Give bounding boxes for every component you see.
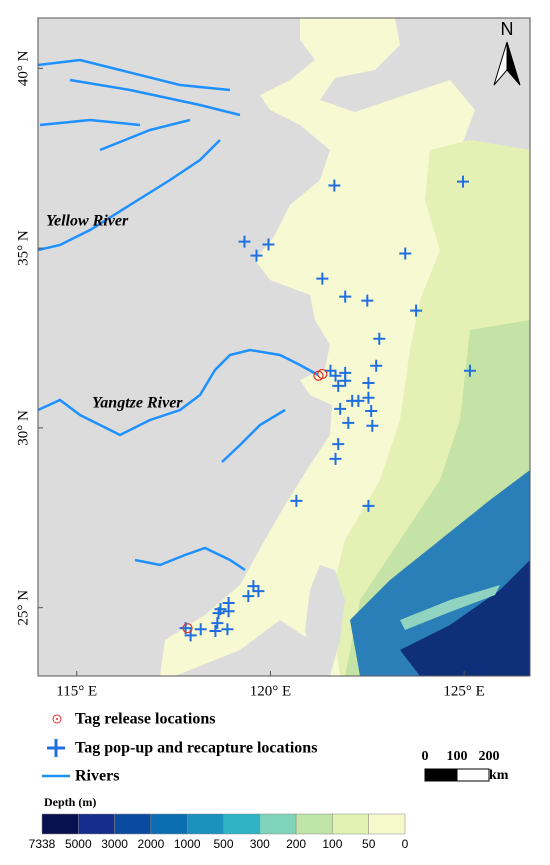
depth-swatch: [114, 813, 152, 835]
tag-location: [328, 179, 341, 192]
legend: Tag release locations Tag pop-up and rec…: [42, 711, 509, 809]
depth-swatch: [186, 813, 224, 835]
y-tick-label: 30° N: [15, 410, 31, 446]
y-tick-label: 35° N: [15, 230, 31, 266]
tag-location: [399, 247, 412, 260]
north-label: N: [501, 19, 514, 39]
tag-location: [373, 332, 386, 345]
tag-location: [324, 364, 337, 377]
tag-location: [334, 402, 347, 415]
scale-unit: km: [489, 768, 509, 783]
river: [38, 58, 241, 152]
taiwan: [305, 565, 345, 676]
depth-label: 200: [286, 837, 306, 851]
basemap: [38, 18, 530, 676]
depth-label: 3000: [101, 837, 128, 851]
tag-location: [262, 238, 275, 251]
rivers: [38, 58, 319, 572]
tag-location: [370, 359, 383, 372]
depth-label: 100: [322, 837, 342, 851]
river: [221, 408, 286, 463]
tag-location: [463, 364, 476, 377]
scale-label: 200: [479, 749, 500, 764]
tag-location: [222, 605, 235, 618]
tag-location: [316, 272, 329, 285]
tag-location: [365, 405, 378, 418]
scale-segment: [456, 768, 490, 782]
legend-release-symbol: [52, 714, 62, 724]
tag-location: [290, 494, 303, 507]
legend-release-symbol: [56, 718, 58, 720]
river: [38, 139, 221, 252]
depth-swatch: [150, 813, 188, 835]
x-tick-label: 125° E: [443, 683, 484, 699]
tag-location: [352, 394, 365, 407]
depth-swatch: [368, 813, 406, 835]
tag-location: [342, 416, 355, 429]
depth-label: 2000: [138, 837, 165, 851]
tag-location: [339, 366, 352, 379]
north-arrow: N: [493, 19, 521, 86]
tag-location: [362, 391, 375, 404]
tag-location: [456, 175, 469, 188]
depth-swatch: [78, 813, 115, 835]
sea-ridge: [400, 585, 500, 630]
depth-label: 5000: [65, 837, 92, 851]
tag-location: [362, 376, 375, 389]
tag-location: [366, 419, 379, 432]
tag-location: [410, 304, 423, 317]
x-tick-label: 120° E: [250, 683, 291, 699]
tag-location: [242, 590, 255, 603]
river-label: Yangtze River: [92, 395, 183, 412]
x-tick-label: 115° E: [56, 683, 97, 699]
tag-location: [209, 625, 222, 638]
tag-location: [211, 617, 224, 630]
depth-label: 300: [250, 837, 270, 851]
sea-trench: [400, 560, 530, 676]
river: [134, 546, 246, 572]
scale-label: 0: [422, 749, 429, 764]
depth-label: 0: [402, 837, 409, 851]
tag-location: [194, 623, 207, 636]
tag-release: [317, 368, 328, 380]
tag-location: [212, 607, 225, 620]
tag-location: [332, 379, 345, 392]
depth-label: 7338: [29, 837, 56, 851]
tag-location: [247, 580, 260, 593]
tag-location: [238, 235, 251, 248]
tag-location: [339, 290, 352, 303]
arrow: [506, 41, 521, 86]
depth-label: 500: [213, 837, 233, 851]
y-tick-label: 25° N: [15, 590, 31, 626]
depth-swatch: [259, 813, 297, 835]
tag-release: [182, 623, 193, 634]
legend-label: Tag pop-up and recapture locations: [75, 740, 317, 757]
scale-segment: [424, 768, 458, 782]
depth-swatch: [223, 813, 261, 835]
legend-tag-symbol: [47, 739, 65, 757]
tag-location: [252, 585, 265, 598]
y-tick-label: 40° N: [15, 50, 31, 86]
tag-location: [361, 294, 374, 307]
river: [38, 348, 319, 437]
depth-swatch: [332, 813, 369, 835]
scale-label: 100: [447, 749, 468, 764]
tag-location: [329, 369, 342, 382]
depth-label: 50: [362, 837, 376, 851]
tag-location: [362, 499, 375, 512]
legend-label: Rivers: [75, 768, 119, 785]
tag-location: [332, 438, 345, 451]
legend-label: Tag release locations: [75, 711, 215, 728]
river-label: Yellow River: [46, 213, 129, 230]
tag-location: [221, 623, 234, 636]
depth-title: Depth (m): [44, 795, 96, 809]
depth-label: 1000: [174, 837, 201, 851]
depth-swatch: [41, 813, 79, 835]
depth-swatch: [295, 813, 333, 835]
tag-location: [250, 249, 263, 262]
tag-location: [329, 452, 342, 465]
map-frame: [37, 17, 531, 677]
